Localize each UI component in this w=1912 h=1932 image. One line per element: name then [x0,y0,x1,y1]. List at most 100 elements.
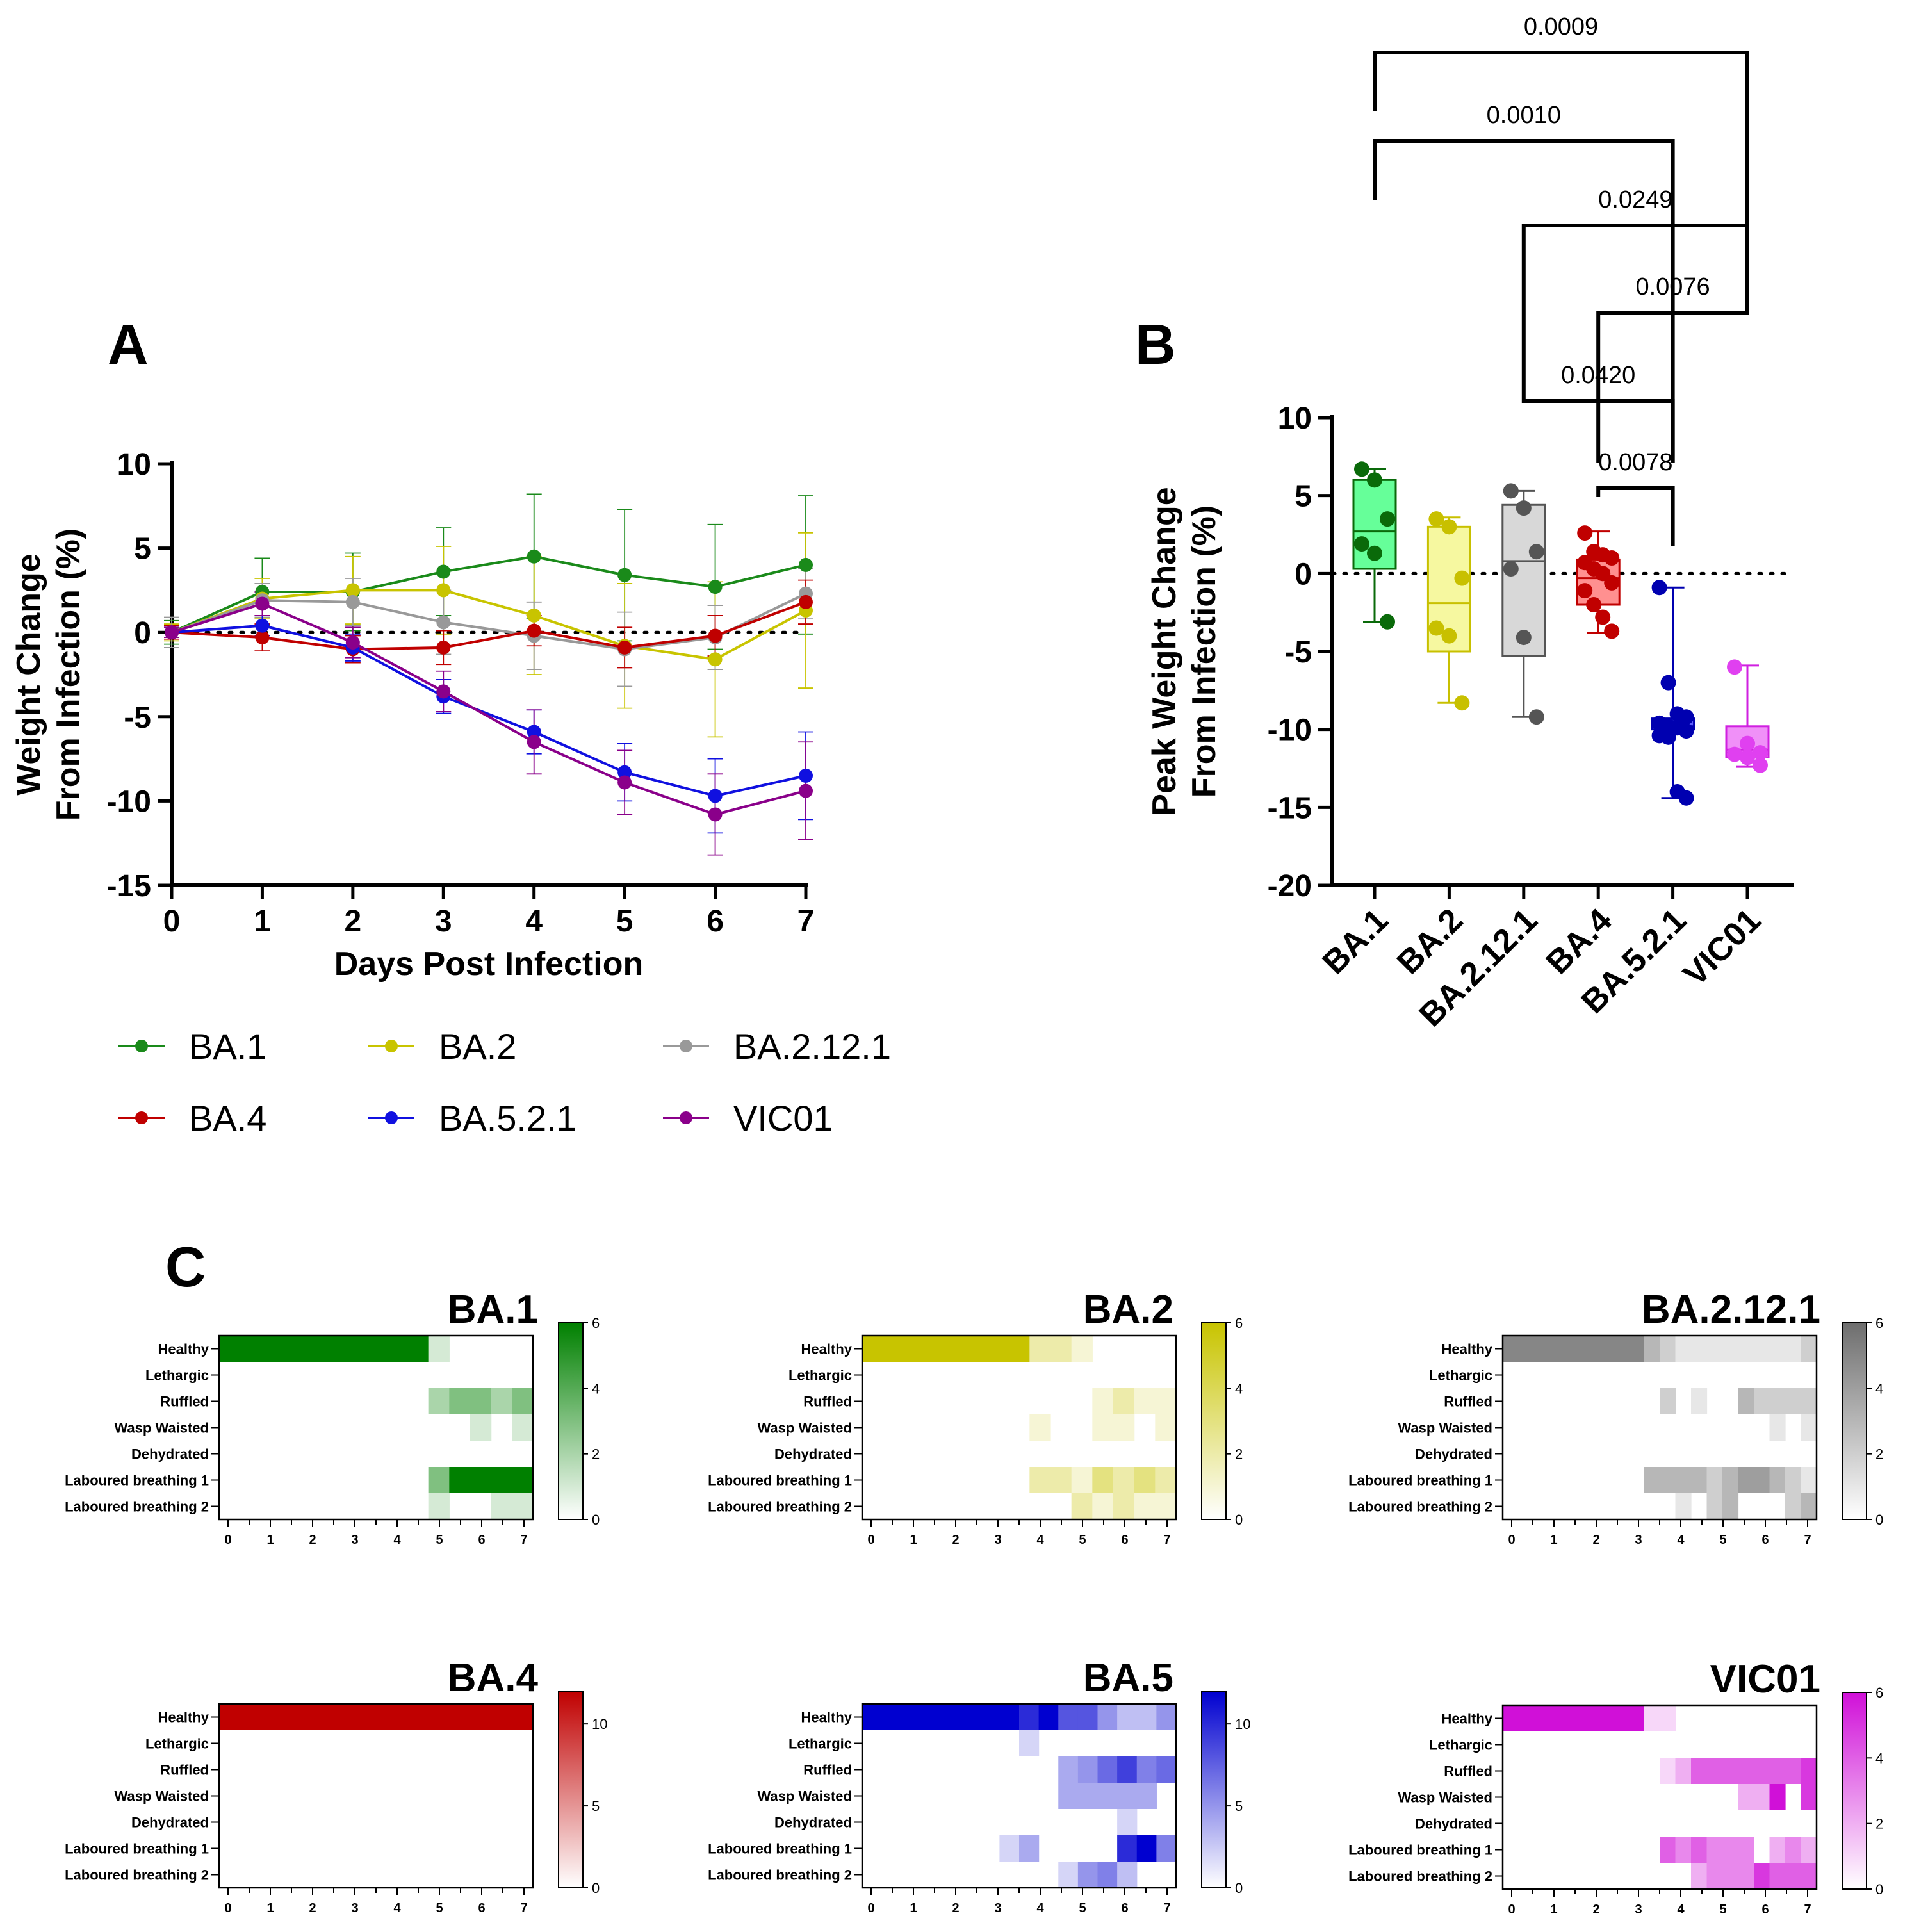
heatmap-title: BA.2 [1083,1288,1173,1332]
heatmap-cell [470,1388,492,1414]
colorbar-tick-label: 6 [1875,1315,1883,1331]
legend-label: BA.4 [189,1098,266,1138]
data-point [799,557,813,572]
heatmap-cell [881,1704,902,1730]
colorbar-tick-label: 4 [1875,1380,1883,1396]
col-tick-label: 6 [478,1533,485,1547]
data-point [436,615,451,630]
heatmap-cell [1691,1336,1708,1362]
data-point [436,640,451,655]
col-tick-label: 7 [520,1901,527,1915]
heatmap-cell [862,1336,884,1362]
heatmap-cell [313,1704,324,1730]
data-point [1367,472,1382,488]
heatmap-cell [219,1704,230,1730]
data-point [1604,623,1620,639]
heatmap-cell [323,1704,335,1730]
row-label: Laboured breathing 1 [65,1473,209,1489]
col-tick-label: 5 [1079,1533,1086,1547]
heatmap-cell [470,1704,481,1730]
heatmap-cell [1675,1467,1692,1493]
heatmap-BA.4: BA.4 Healthy Lethargic Ruffled Wasp Waisted D… [65,1656,607,1915]
heatmap-cell [1738,1388,1754,1414]
data-point [617,568,632,582]
p-value-label: 0.0078 [1598,449,1672,476]
data-point [1454,695,1470,711]
y-axis-title: Peak Weight ChangeFrom Infection (%) [1146,487,1223,815]
row-label: Laboured breathing 2 [65,1499,209,1515]
col-tick-label: 5 [1079,1901,1086,1915]
heatmap-cell [1722,1467,1739,1493]
colorbar [1201,1690,1227,1888]
heatmap-cell [261,1704,272,1730]
heatmap-cell [302,1704,314,1730]
col-tick-label: 2 [1592,1533,1599,1547]
heatmap-cell [491,1493,512,1519]
colorbar-tick-label: 6 [1235,1315,1243,1331]
panel-letter-c: C [165,1235,206,1298]
heatmap-title: BA.2.12.1 [1642,1288,1820,1332]
heatmap-cell [1706,1837,1723,1863]
heatmap-cell [1050,1467,1072,1493]
heatmap-cell [1534,1336,1551,1362]
heatmap-cell [1738,1467,1754,1493]
series-line-BA.5.2.1 [171,624,806,798]
data-point [1528,709,1544,725]
heatmap-cell [502,1704,512,1730]
heatmap-cell [1117,1809,1138,1835]
y-tick-label: -15 [107,869,151,903]
data-point [345,594,360,609]
data-point [255,630,270,645]
heatmap-cell [1155,1493,1177,1519]
heatmap-cell [1738,1336,1754,1362]
legend-label: BA.2 [439,1026,516,1067]
heatmap-cell [1628,1705,1645,1731]
row-label: Healthy [158,1710,209,1726]
data-point [255,618,270,633]
y-tick-label: 10 [117,448,151,482]
heatmap-VIC01: VIC01 Healthy Lethargic Ruffled Wasp Waisted… [1348,1657,1883,1917]
heatmap-cell [1738,1758,1754,1784]
heatmap-cell [1801,1758,1817,1784]
heatmap-cell [988,1336,1009,1362]
data-point [1660,729,1676,745]
heatmap-title: VIC01 [1710,1657,1820,1701]
p-value-label: 0.0009 [1524,13,1598,40]
col-tick-label: 6 [1761,1533,1769,1547]
data-point [799,783,813,798]
data-point [345,583,360,598]
data-point [1660,675,1676,691]
col-tick-label: 1 [1550,1903,1557,1917]
heatmap-cell [1136,1704,1157,1730]
heatmap-cell [512,1388,534,1414]
data-point [1528,544,1544,560]
heatmap-cell [1581,1705,1597,1731]
col-tick-label: 4 [1677,1533,1685,1547]
heatmap-cell [355,1704,366,1730]
heatmap-cell [386,1336,408,1362]
heatmap-cell [1769,1414,1786,1441]
heatmap-cell [449,1704,461,1730]
colorbar-tick-label: 0 [1875,1881,1883,1897]
heatmap-cell [1801,1467,1817,1493]
heatmap-cell [1077,1783,1099,1809]
row-label: Lethargic [1429,1737,1492,1753]
colorbar [1842,1322,1867,1520]
heatmap-cell [334,1704,345,1730]
heatmap-cell [219,1336,241,1362]
heatmap-cell [1769,1758,1786,1784]
heatmap-cell [1644,1336,1660,1362]
row-label: Laboured breathing 1 [708,1841,852,1857]
heatmap-cell [1801,1837,1817,1863]
heatmap-BA.1: BA.1 Healthy Lethargic Ruffled Wasp Waisted D… [65,1288,600,1547]
heatmap-cell [1113,1467,1135,1493]
heatmap-cell [883,1336,904,1362]
significance-bracket [1521,224,1749,374]
heatmap-cell [1071,1336,1093,1362]
row-label: Laboured breathing 2 [1348,1499,1492,1515]
colorbar [1842,1692,1867,1890]
col-tick-label: 0 [1508,1533,1515,1547]
heatmap-cell [920,1704,942,1730]
row-label: Wasp Waisted [757,1420,852,1436]
x-axis-title: Days Post Infection [334,946,644,983]
